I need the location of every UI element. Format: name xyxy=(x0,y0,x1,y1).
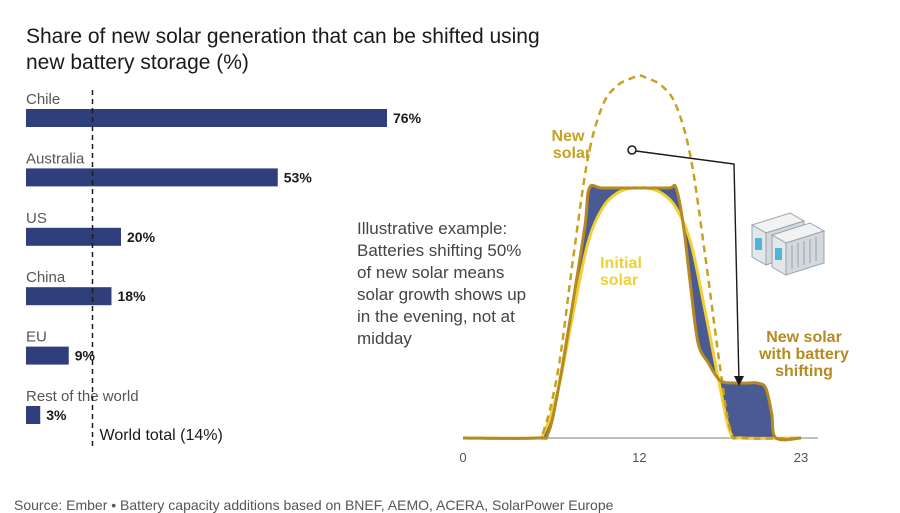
battery-panel xyxy=(755,238,762,250)
value-label: 76% xyxy=(393,110,422,126)
illustration-note-line: in the evening, not at xyxy=(357,307,515,326)
illustration-note-line: solar growth shows up xyxy=(357,285,527,304)
arrow-start-dot xyxy=(627,145,637,155)
bar xyxy=(26,346,69,365)
label-new-solar: solar xyxy=(553,145,591,162)
title-line-1: Share of new solar generation that can b… xyxy=(26,25,540,48)
label-initial-solar: Initial xyxy=(600,255,642,272)
bar xyxy=(26,109,387,127)
illustration-note-line: Illustrative example: xyxy=(357,219,508,238)
label-new-solar: New xyxy=(552,128,585,145)
arrow-head xyxy=(734,376,744,386)
value-label: 3% xyxy=(46,407,67,423)
battery-box-side xyxy=(785,230,825,276)
label-initial-solar: solar xyxy=(600,272,638,289)
illustration-note: Illustrative example: Batteries shifting… xyxy=(357,218,557,350)
category-label: US xyxy=(26,210,47,227)
category-label: China xyxy=(26,269,66,286)
bar xyxy=(26,227,121,246)
x-tick-label: 0 xyxy=(459,450,466,465)
x-tick-label: 23 xyxy=(794,450,808,465)
bar-chart: Chile 76% Australia 53% US 20% China 18% EU 9% Res… xyxy=(26,90,422,446)
illustration-note-line: midday xyxy=(357,329,412,348)
bar xyxy=(26,406,41,424)
x-tick-label: 12 xyxy=(632,450,646,465)
label-new-solar-with-battery-shifting: shifting xyxy=(775,363,833,380)
illustration-note-line: Batteries shifting 50% xyxy=(357,241,522,260)
category-label: Australia xyxy=(26,150,85,167)
bar xyxy=(26,287,112,306)
illustration-note-line: of new solar means xyxy=(357,263,505,282)
series-line-new-solar xyxy=(462,74,802,440)
value-label: 53% xyxy=(284,169,313,185)
source-note: Source: Ember • Battery capacity additio… xyxy=(14,497,614,513)
world-total-label: World total (14%) xyxy=(100,427,223,444)
value-label: 20% xyxy=(127,229,156,245)
category-label: EU xyxy=(26,329,47,346)
chart-title: Share of new solar generation that can b… xyxy=(26,24,626,76)
bar xyxy=(26,168,278,187)
category-label: Chile xyxy=(26,91,60,108)
title-line-2: new battery storage (%) xyxy=(26,51,249,74)
arrow-line xyxy=(635,150,740,383)
value-label: 9% xyxy=(75,348,96,364)
value-label: 18% xyxy=(118,288,147,304)
category-label: Rest of the world xyxy=(26,388,139,405)
series-line-shifted xyxy=(462,183,802,442)
battery-panel xyxy=(775,248,782,260)
battery-storage-icon xyxy=(750,212,826,276)
label-new-solar-with-battery-shifting: New solar xyxy=(766,329,842,346)
label-new-solar-with-battery-shifting: with battery xyxy=(758,346,849,363)
